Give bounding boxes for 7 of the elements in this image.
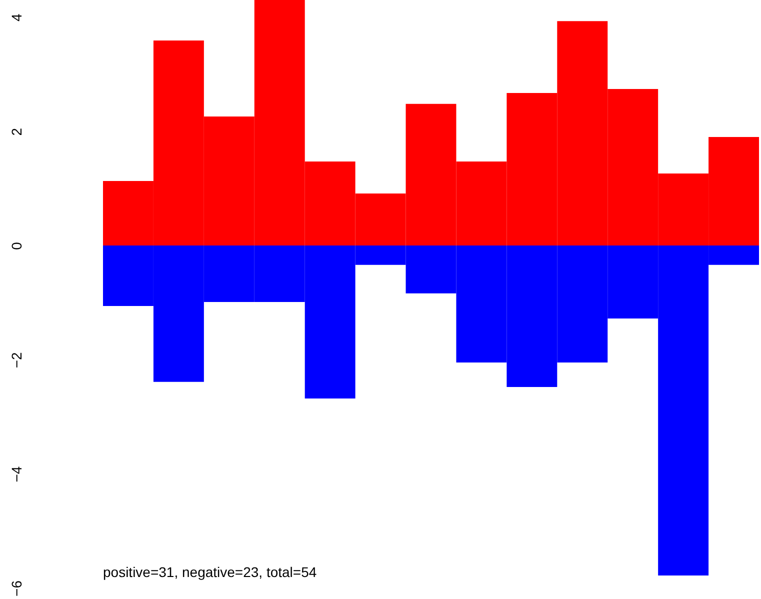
y-tick-label: 2	[8, 128, 24, 136]
y-tick-label: −4	[8, 466, 24, 482]
y-tick-label: 4	[8, 14, 24, 22]
annotation: positive=31, negative=23, total=54	[103, 564, 317, 580]
y-tick-label: 0	[8, 242, 24, 250]
y-tick-label: −2	[8, 352, 24, 368]
y-tick-label: −6	[8, 580, 24, 596]
